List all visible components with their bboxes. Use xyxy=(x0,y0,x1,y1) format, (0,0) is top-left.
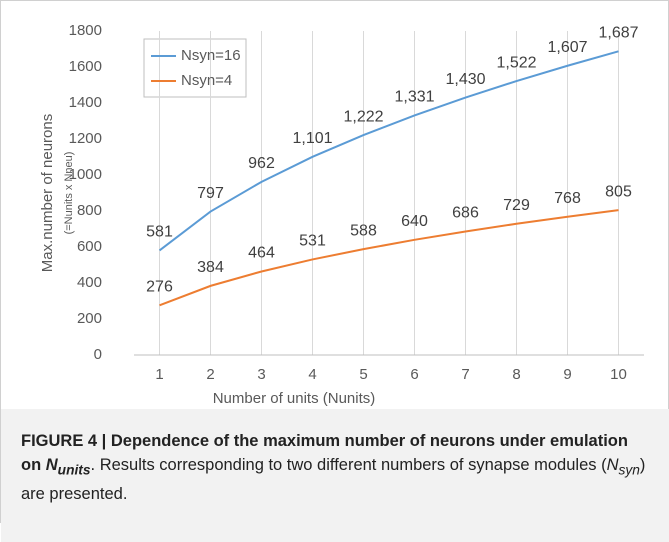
y-axis-label: Max.number of neurons xyxy=(39,114,56,272)
x-tick-label: 6 xyxy=(410,366,418,383)
caption-sub: units xyxy=(57,462,91,478)
data-label: 1,430 xyxy=(445,71,485,88)
x-tick-label: 7 xyxy=(461,366,469,383)
data-label: 588 xyxy=(350,222,377,239)
x-tick-label: 9 xyxy=(563,366,571,383)
data-label: 581 xyxy=(146,224,173,241)
data-label: 1,101 xyxy=(292,130,332,147)
y-tick-label: 1400 xyxy=(69,94,102,111)
data-label: 1,222 xyxy=(343,108,383,125)
x-tick-label: 8 xyxy=(512,366,520,383)
y-tick-label: 600 xyxy=(77,238,102,255)
data-label: 805 xyxy=(605,183,632,200)
legend-label: Nsyn=16 xyxy=(181,47,241,64)
data-label: 384 xyxy=(197,259,224,276)
y-tick-label: 0 xyxy=(94,346,102,363)
y-tick-label: 1800 xyxy=(69,22,102,39)
y-tick-label: 200 xyxy=(77,310,102,327)
data-label: 1,522 xyxy=(496,54,536,71)
data-label: 1,331 xyxy=(394,89,434,106)
data-label: 962 xyxy=(248,155,275,172)
caption-bold: FIGURE 4 | Dependence of the maximum num… xyxy=(21,432,628,474)
caption: FIGURE 4 | Dependence of the maximum num… xyxy=(1,409,669,542)
caption-text: . Results corresponding to two different… xyxy=(90,456,607,474)
data-label: 1,607 xyxy=(547,39,587,56)
data-label: 464 xyxy=(248,245,275,262)
data-label: 729 xyxy=(503,197,530,214)
caption-var: N xyxy=(606,456,619,474)
series-line xyxy=(158,50,619,252)
caption-sub: syn xyxy=(618,462,640,478)
x-tick-label: 10 xyxy=(610,366,627,383)
y-tick-label: 1000 xyxy=(69,166,102,183)
y-axis-label-sub: (=Nunits x Nneu) xyxy=(63,152,75,235)
data-label: 797 xyxy=(197,185,224,202)
data-label: 531 xyxy=(299,233,326,250)
x-tick-label: 3 xyxy=(257,366,265,383)
caption-text: ) are presented. xyxy=(21,456,646,504)
data-label: 686 xyxy=(452,205,479,222)
y-tick-label: 1200 xyxy=(69,130,102,147)
y-tick-label: 800 xyxy=(77,202,102,219)
legend-box xyxy=(143,38,247,98)
data-label: 276 xyxy=(146,279,173,296)
data-label: 640 xyxy=(401,213,428,230)
x-tick-label: 4 xyxy=(308,366,316,383)
x-tick-label: 2 xyxy=(206,366,214,383)
x-tick-label: 5 xyxy=(359,366,367,383)
data-label: 1,687 xyxy=(598,25,638,42)
y-tick-label: 400 xyxy=(77,274,102,291)
x-axis-label: Number of units (Nunits) xyxy=(213,390,376,407)
y-tick-label: 1600 xyxy=(69,58,102,75)
caption-var: N xyxy=(45,456,58,474)
x-tick-label: 1 xyxy=(155,366,163,383)
legend-label: Nsyn=4 xyxy=(181,72,232,89)
series-line xyxy=(159,209,619,307)
chart: Number of units (Nunits) Max.number of n… xyxy=(39,22,644,407)
data-label: 768 xyxy=(554,190,581,207)
